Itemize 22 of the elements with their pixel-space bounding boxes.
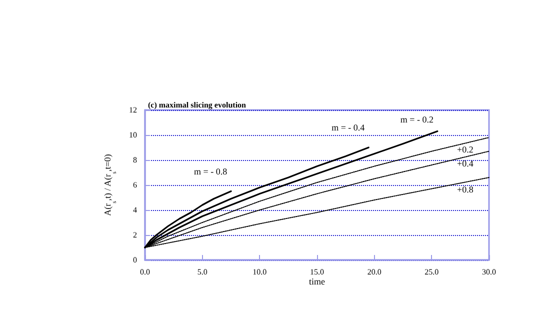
series-label: +0.4 (457, 158, 474, 168)
series-label: m = - 0.4 (332, 122, 366, 132)
y-tick-label: 8 (133, 156, 137, 164)
chart-title: (c) maximal slicing evolution (148, 100, 247, 110)
x-tick-label: 0.0 (140, 268, 150, 276)
y-tick-label: 6 (133, 180, 137, 190)
series-label: +0.2 (457, 144, 474, 154)
x-tick-label: 30.0 (482, 268, 496, 276)
x-tick-label: 15.0 (310, 268, 324, 276)
y-tick-label: 4 (133, 206, 137, 214)
series-label: +0.8 (457, 184, 474, 194)
x-tick-label: 10.0 (252, 268, 267, 276)
series-label: m = - 0.2 (400, 114, 434, 124)
series-label: m = - 0.8 (194, 166, 228, 176)
y-tick-label: 10 (129, 130, 137, 140)
x-tick-label: 25.0 (424, 268, 439, 276)
y-tick-label: 0 (133, 256, 137, 264)
y-tick-label: 12 (129, 106, 137, 114)
x-tick-label: 5.0 (197, 268, 208, 276)
y-tick-label: 2 (133, 230, 137, 240)
x-axis-title: time (309, 276, 325, 286)
x-tick-label: 20.0 (367, 268, 382, 276)
